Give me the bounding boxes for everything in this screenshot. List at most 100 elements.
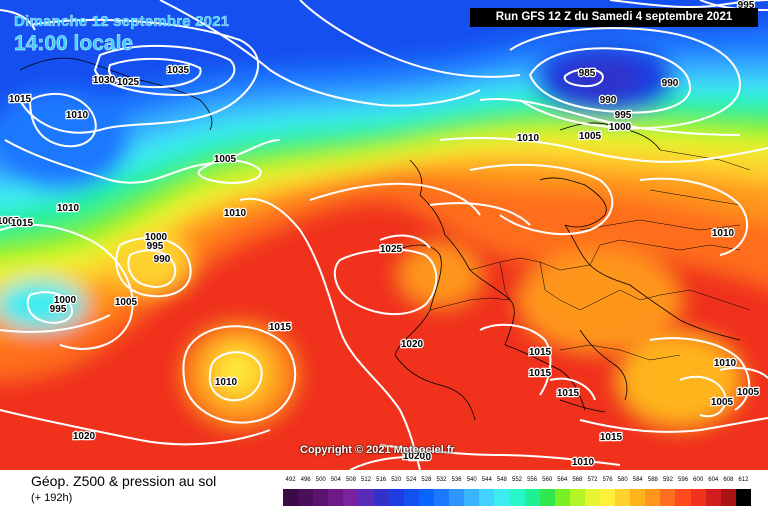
isobar-label-1000: 1000 (145, 232, 168, 243)
scale-swatch (630, 489, 646, 506)
scale-tick-label: 576 (602, 477, 613, 483)
scale-tick-label: 516 (376, 477, 387, 483)
scale-tick-label: 596 (678, 477, 689, 483)
isobar-label-1010: 1010 (409, 452, 432, 463)
scale-tick-label: 496 (300, 477, 311, 483)
scale-tick-label: 600 (693, 477, 704, 483)
scale-swatch (479, 489, 495, 506)
isobar-label-1010: 1010 (57, 203, 80, 214)
isobar-label-1000: 1000 (54, 295, 77, 306)
scale-swatch (720, 489, 736, 506)
scale-swatch (599, 489, 616, 506)
isobar-label-1015: 1015 (600, 432, 623, 443)
scale-tick-label: 584 (632, 477, 643, 483)
scale-swatch (509, 489, 525, 506)
scale-swatch (313, 489, 329, 506)
isobar-labels: 1035103010251015101010051005101010151000… (0, 0, 761, 469)
scale-tick-label: 544 (481, 477, 492, 483)
scale-swatch (524, 489, 540, 506)
isobar-label-1015: 1015 (11, 218, 34, 229)
scale-swatch (328, 489, 344, 506)
footer-subtitle: (+ 192h) (31, 492, 73, 504)
isobar-label-1015: 1015 (529, 347, 552, 358)
isobar-label-1005: 1005 (214, 154, 237, 165)
scale-swatch (554, 489, 570, 506)
scale-swatch (403, 489, 419, 506)
scale-tick-label: 536 (451, 477, 462, 483)
scale-tick-label: 512 (361, 477, 372, 483)
isobar-label-995: 995 (615, 110, 632, 121)
isobar-label-1010: 1010 (712, 228, 735, 239)
scale-tick-label: 580 (617, 477, 628, 483)
isobar-label-1010: 1010 (215, 377, 238, 388)
scale-tick-label: 504 (330, 477, 341, 483)
scale-tick-label: 564 (557, 477, 568, 483)
geopotential-map-svg: 1035103010251015101010051005101010151000… (0, 0, 768, 470)
footer-title: Géop. Z500 & pression au sol (31, 473, 217, 489)
color-scale-labels: 492 496 500 504 508 512 516 520 524 528 532 536 540 5… (281, 477, 755, 485)
scale-tick-label: 604 (708, 477, 719, 483)
isobar-label-1025: 1025 (117, 77, 140, 88)
scale-tick-label: 556 (527, 477, 538, 483)
scale-tick-label: 540 (466, 477, 477, 483)
scale-tick-label: 568 (572, 477, 583, 483)
scale-swatch (418, 489, 434, 506)
scale-swatch (388, 489, 404, 506)
isobar-label-1015: 1015 (9, 94, 32, 105)
isobar-label-995: 995 (50, 304, 67, 315)
isobar-label-1025: 1025 (380, 244, 403, 255)
isobar-label-1005: 1005 (737, 387, 760, 398)
scale-swatch (373, 489, 389, 506)
scale-swatch (298, 489, 314, 506)
scale-swatch (615, 489, 631, 506)
scale-swatch (584, 489, 600, 506)
color-scale-bar (283, 489, 751, 506)
scale-tick-label: 548 (496, 477, 507, 483)
isobar-label-1005: 1005 (711, 397, 734, 408)
isobar-label-990: 990 (600, 95, 617, 106)
borders (429, 149, 751, 361)
isobar-label-990: 990 (662, 78, 679, 89)
forecast-time-title: 14:00 locale (14, 32, 134, 55)
scale-swatch (569, 489, 585, 506)
scale-swatch (690, 489, 706, 506)
scale-swatch (494, 489, 510, 506)
isobar-label-1010: 1010 (224, 208, 247, 219)
scale-tick-label: 500 (315, 477, 326, 483)
scale-swatch (705, 489, 721, 506)
scale-swatch (660, 489, 676, 506)
scale-swatch (343, 489, 359, 506)
isobar-label-985: 985 (579, 68, 596, 79)
isobar-label-1010: 1010 (66, 110, 89, 121)
scale-swatch (539, 489, 555, 506)
scale-tick-label: 572 (587, 477, 598, 483)
scale-swatch (735, 489, 751, 506)
scale-tick-label: 612 (738, 477, 749, 483)
isobar-label-990: 990 (154, 254, 171, 265)
scale-tick-label: 532 (436, 477, 447, 483)
isobar-label-1020: 1020 (73, 431, 96, 442)
scale-swatch (675, 489, 691, 506)
scale-tick-label: 588 (647, 477, 658, 483)
scale-swatch (433, 489, 450, 506)
scale-tick-label: 560 (542, 477, 553, 483)
scale-tick-label: 528 (421, 477, 432, 483)
scale-swatch (645, 489, 661, 506)
isobar-label-1010: 1010 (572, 457, 595, 468)
isobar-label-1015: 1015 (557, 388, 580, 399)
scale-swatch (358, 489, 374, 506)
forecast-date-title: Dimanche 12 septembre 2021 (14, 13, 230, 30)
isobar-label-1015: 1015 (529, 368, 552, 379)
isobar-label-1005: 1005 (0, 216, 20, 227)
scale-tick-label: 552 (511, 477, 523, 483)
scale-swatch (449, 489, 465, 506)
scale-swatch (464, 489, 480, 506)
scale-tick-label: 492 (285, 477, 296, 483)
geopotential-fill (0, 0, 768, 470)
scale-swatch (283, 489, 299, 506)
isobar-label-1005: 1005 (579, 131, 602, 142)
scale-tick-label: 608 (723, 477, 734, 483)
isobar-label-1035: 1035 (167, 65, 190, 76)
isobar-label-1000: 1000 (609, 122, 632, 133)
isobar-label-1010: 1010 (714, 358, 737, 369)
